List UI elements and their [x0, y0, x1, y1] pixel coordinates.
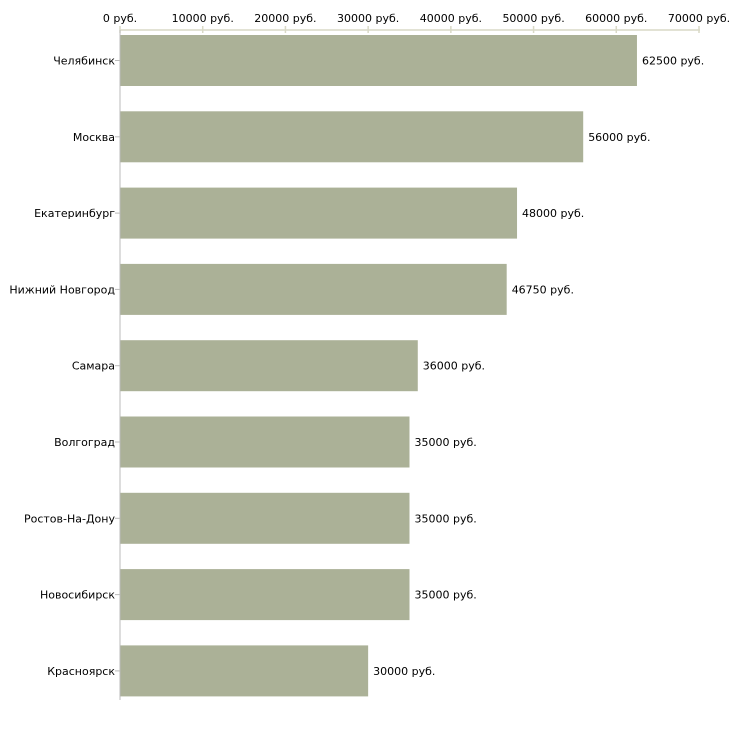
value-label: 35000 руб. — [415, 512, 477, 525]
category-label: Челябинск — [53, 55, 115, 68]
category-label: Самара — [72, 360, 115, 373]
x-tick-label: 30000 руб. — [337, 12, 399, 25]
category-label: Нижний Новгород — [9, 283, 115, 296]
bar — [120, 263, 507, 315]
category-label: Москва — [73, 131, 115, 144]
x-tick-label: 40000 руб. — [420, 12, 482, 25]
bar — [120, 340, 418, 392]
x-axis: 0 руб. 10000 руб. 20000 руб. 30000 руб. 4000… — [103, 12, 730, 33]
value-label: 62500 руб. — [642, 55, 704, 68]
bar — [120, 569, 410, 621]
x-tick-label: 0 руб. — [103, 12, 137, 25]
bar — [120, 416, 410, 468]
value-label: 48000 руб. — [522, 207, 584, 220]
category-label: Волгоград — [54, 436, 115, 449]
value-label: 35000 руб. — [415, 589, 477, 602]
category-label: Красноярск — [47, 665, 115, 678]
value-label: 35000 руб. — [415, 436, 477, 449]
category-label: Новосибирск — [40, 589, 115, 602]
bar — [120, 645, 369, 697]
bar — [120, 492, 410, 544]
bar — [120, 111, 584, 163]
x-tick-label: 60000 руб. — [585, 12, 647, 25]
x-tick-label: 50000 руб. — [502, 12, 564, 25]
value-label: 56000 руб. — [588, 131, 650, 144]
category-label: Екатеринбург — [34, 207, 115, 220]
value-label: 46750 руб. — [512, 283, 574, 296]
x-tick-label: 10000 руб. — [172, 12, 234, 25]
bars: Челябинск 62500 руб. Москва 56000 руб. Екате… — [9, 35, 704, 697]
value-label: 36000 руб. — [423, 360, 485, 373]
value-label: 30000 руб. — [373, 665, 435, 678]
bar — [120, 35, 637, 86]
x-tick-label: 70000 руб. — [668, 12, 730, 25]
bar — [120, 187, 518, 239]
category-label: Ростов-На-Дону — [24, 512, 115, 525]
x-tick-label: 20000 руб. — [254, 12, 316, 25]
